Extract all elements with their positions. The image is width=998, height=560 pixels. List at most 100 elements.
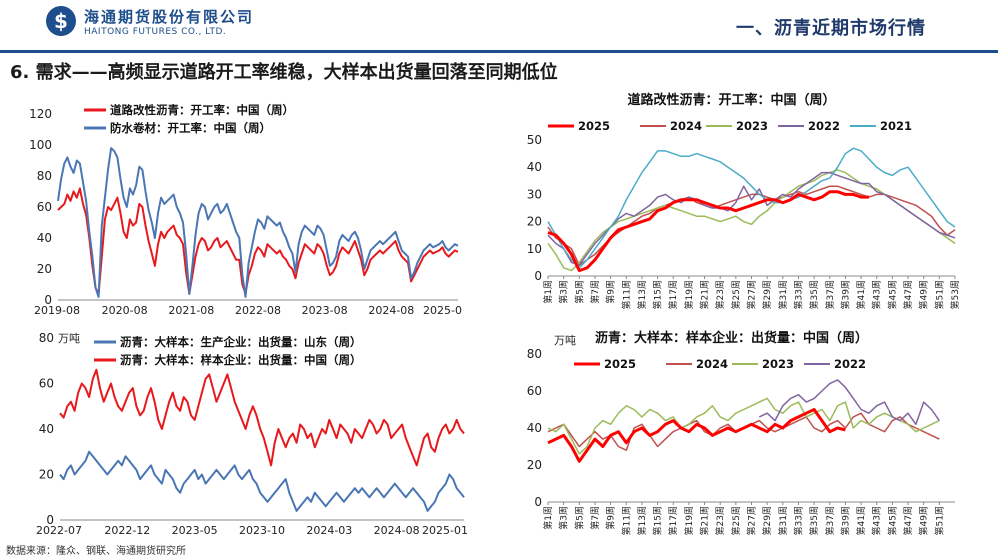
series-line-道路改性沥青：开 — [57, 187, 459, 295]
x-tick-label: 第19周 — [683, 506, 695, 535]
header-divider — [0, 50, 998, 53]
x-tick-label: 第15周 — [652, 506, 664, 535]
legend-label: 道路改性沥青：开工率：中国（周） — [110, 103, 294, 117]
section-title: 一、沥青近期市场行情 — [736, 18, 926, 39]
company-name-cn: 海通期货股份有限公司 — [84, 8, 255, 26]
legend-label: 2021 — [880, 119, 912, 133]
x-tick-label: 第5周 — [573, 280, 585, 304]
legend-label: 2023 — [736, 119, 768, 133]
x-tick-label: 2020-08 — [102, 304, 148, 317]
series-line-2025 — [547, 190, 869, 273]
x-tick-label: 第21周 — [699, 506, 711, 535]
y-tick-label: 20 — [39, 468, 54, 482]
x-tick-label: 第31周 — [777, 506, 789, 535]
legend-label: 沥青：大样本：样本企业：出货量：中国（周） — [120, 353, 362, 367]
y-axis-unit-label: 万吨 — [554, 334, 576, 347]
series-line-2023 — [547, 169, 956, 272]
x-tick-label: 第33周 — [792, 280, 804, 309]
y-tick-label: 100 — [29, 138, 52, 152]
y-tick-label: 20 — [527, 458, 542, 472]
series-line-2024 — [547, 412, 940, 451]
y-tick-label: 10 — [527, 242, 542, 256]
x-tick-label: 第43周 — [871, 506, 883, 535]
x-tick-label: 第29周 — [761, 506, 773, 535]
x-tick-label: 第47周 — [902, 280, 914, 309]
header: $ 海通期货股份有限公司 HAITONG FUTURES CO., LTD. 一… — [0, 0, 998, 50]
x-tick-label: 第9周 — [605, 280, 617, 304]
x-tick-label: 第29周 — [761, 280, 773, 309]
y-tick-label: 50 — [527, 133, 542, 147]
x-tick-label: 第23周 — [714, 280, 726, 309]
x-tick-label: 第5周 — [573, 506, 585, 530]
x-tick-label: 第9周 — [605, 506, 617, 530]
x-tick-label: 第33周 — [792, 506, 804, 535]
x-tick-label: 2024-03 — [306, 524, 352, 537]
x-tick-label: 第45周 — [886, 280, 898, 309]
legend-label: 2022 — [834, 357, 866, 371]
y-tick-label: 80 — [39, 331, 54, 345]
x-tick-label: 2023-05 — [172, 524, 218, 537]
y-tick-label: 0 — [44, 293, 52, 307]
x-tick-label: 第13周 — [636, 506, 648, 535]
y-tick-label: 60 — [527, 384, 542, 398]
x-tick-label: 第21周 — [699, 280, 711, 309]
y-axis-unit-label: 万吨 — [58, 332, 80, 345]
page-title: 6. 需求——高频显示道路开工率维稳，大样本出货量回落至同期低位 — [10, 62, 558, 83]
x-tick-label: 第45周 — [886, 506, 898, 535]
y-tick-label: 40 — [39, 422, 54, 436]
x-tick-label: 2024-08 — [368, 304, 414, 317]
x-tick-label: 第51周 — [933, 280, 945, 309]
x-tick-label: 第27周 — [746, 280, 758, 309]
y-tick-label: 60 — [37, 200, 52, 214]
x-tick-label: 第7周 — [589, 280, 601, 304]
series-line-2025 — [547, 408, 846, 463]
x-tick-label: 第11周 — [620, 280, 632, 309]
company-logo-icon: $ — [46, 6, 76, 36]
x-tick-label: 第11周 — [620, 506, 632, 535]
x-tick-label: 2022-08 — [235, 304, 281, 317]
legend-label: 2025 — [578, 119, 610, 133]
x-tick-label: 第35周 — [808, 280, 820, 309]
series-line-沥青：大样本：生 — [59, 450, 465, 512]
x-tick-label: 第7周 — [589, 506, 601, 530]
x-tick-label: 2025-0 — [423, 304, 462, 317]
x-tick-label: 2021-08 — [168, 304, 214, 317]
chart-title: 道路改性沥青：开工率：中国（周） — [627, 92, 835, 108]
chart-title: 沥青：大样本：样本企业：出货量：中国（周） — [595, 330, 868, 346]
y-tick-label: 40 — [527, 421, 542, 435]
x-tick-label: 第51周 — [933, 506, 945, 535]
company-name-en: HAITONG FUTURES CO., LTD. — [84, 27, 227, 37]
series-line-2024 — [547, 185, 956, 266]
series-line-2022 — [758, 379, 940, 426]
x-tick-label: 2022-12 — [104, 524, 150, 537]
y-tick-label: 40 — [37, 231, 52, 245]
x-tick-label: 第1周 — [542, 280, 554, 304]
chart-road-waterproof-operating-rate: 0 20 40 60 80 100 120 2019-08 2020-08 2021-08 2022… — [29, 103, 462, 317]
x-tick-label: 第15周 — [652, 280, 664, 309]
y-tick-label: 60 — [39, 377, 54, 391]
chart-road-asphalt-seasonal-operating-rate: 道路改性沥青：开工率：中国（周）01020304050第1周 第3周 第5周 第7周第… — [527, 92, 961, 309]
y-tick-label: 120 — [29, 107, 52, 121]
x-tick-label: 第49周 — [918, 280, 930, 309]
y-tick-label: 80 — [527, 347, 542, 361]
legend-label: 沥青：大样本：生产企业：出货量：山东（周） — [120, 335, 362, 349]
legend-label: 2024 — [696, 357, 728, 371]
legend-label: 2024 — [670, 119, 702, 133]
series-line-2023 — [547, 397, 940, 455]
x-tick-label: 2019-08 — [34, 304, 80, 317]
y-tick-label: 80 — [37, 169, 52, 183]
legend-label: 2023 — [762, 357, 794, 371]
x-tick-label: 第17周 — [667, 506, 679, 535]
x-tick-label: 第27周 — [746, 506, 758, 535]
series-line-防水卷材：开工率 — [57, 147, 459, 298]
x-tick-label: 第3周 — [558, 506, 570, 530]
x-tick-label: 第49周 — [918, 506, 930, 535]
x-tick-label: 第39周 — [839, 506, 851, 535]
x-tick-label: 第3周 — [558, 280, 570, 304]
x-tick-label: 第23周 — [714, 506, 726, 535]
series-line-2022 — [547, 171, 956, 266]
y-tick-label: 0 — [534, 495, 542, 509]
x-tick-label: 第25周 — [730, 506, 742, 535]
x-tick-label: 第39周 — [839, 280, 851, 309]
